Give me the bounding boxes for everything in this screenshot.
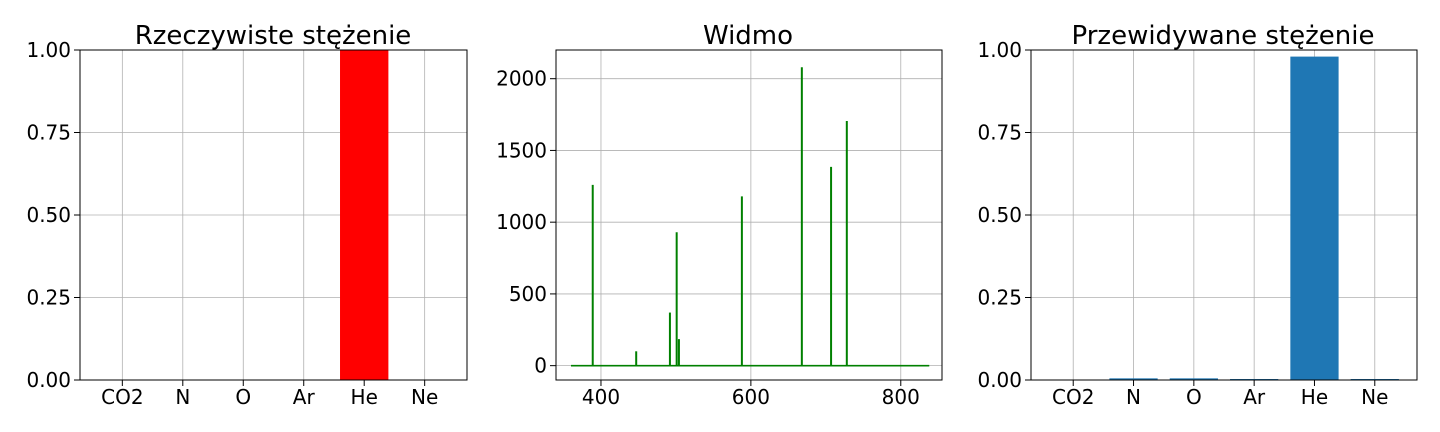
x-tick-label: 400 — [582, 385, 620, 409]
chart-title: Przewidywane stężenie — [1072, 21, 1375, 51]
y-tick-label: 2000 — [496, 67, 547, 91]
panel-spectrum: Widmo 0 500 1000 1500 2000 400 600 800 — [496, 21, 943, 409]
chart-title: Widmo — [703, 21, 793, 51]
y-tick-label: 0 — [534, 354, 547, 378]
y-tick-label: 1.00 — [26, 38, 71, 62]
x-tick-label: Ar — [1243, 385, 1266, 409]
y-tick-label: 1500 — [496, 138, 547, 162]
bar-he — [340, 50, 389, 380]
y-tick-label: 0.25 — [26, 286, 71, 310]
x-tick-label: Ne — [1361, 385, 1388, 409]
bar-o — [1169, 378, 1218, 380]
x-tick-label: O — [235, 385, 251, 409]
x-tick-label: CO2 — [101, 385, 143, 409]
bar-n — [1109, 378, 1158, 380]
plot-frame — [555, 49, 943, 381]
bar-he — [1290, 56, 1339, 380]
x-tick-label: Ne — [411, 385, 438, 409]
y-tick-label: 0.00 — [26, 368, 71, 392]
y-tick-label: 0.75 — [977, 121, 1022, 145]
y-tick-label: 500 — [509, 282, 547, 306]
y-tick-label: 0.00 — [977, 368, 1022, 392]
x-tick-label: O — [1186, 385, 1202, 409]
panel-actual-concentration: Rzeczywiste stężenie 0.00 0.25 0.50 0.75 1.0… — [26, 21, 468, 409]
panel-predicted-concentration: Przewidywane stężenie 0.00 0.25 0.50 0.75 1.… — [977, 21, 1418, 409]
y-tick-label: 0.75 — [26, 121, 71, 145]
x-tick-label: 800 — [882, 385, 920, 409]
x-tick-label: He — [351, 385, 378, 409]
x-tick-label: CO2 — [1052, 385, 1094, 409]
x-tick-label: Ar — [293, 385, 316, 409]
x-tick-label: 600 — [732, 385, 770, 409]
y-tick-label: 0.50 — [977, 203, 1022, 227]
y-tick-label: 0.25 — [977, 286, 1022, 310]
x-tick-label: N — [175, 385, 190, 409]
chart-title: Rzeczywiste stężenie — [135, 21, 412, 51]
x-tick-label: He — [1301, 385, 1328, 409]
y-tick-label: 1.00 — [977, 38, 1022, 62]
y-tick-label: 0.50 — [26, 203, 71, 227]
x-tick-label: N — [1126, 385, 1141, 409]
y-tick-label: 1000 — [496, 210, 547, 234]
